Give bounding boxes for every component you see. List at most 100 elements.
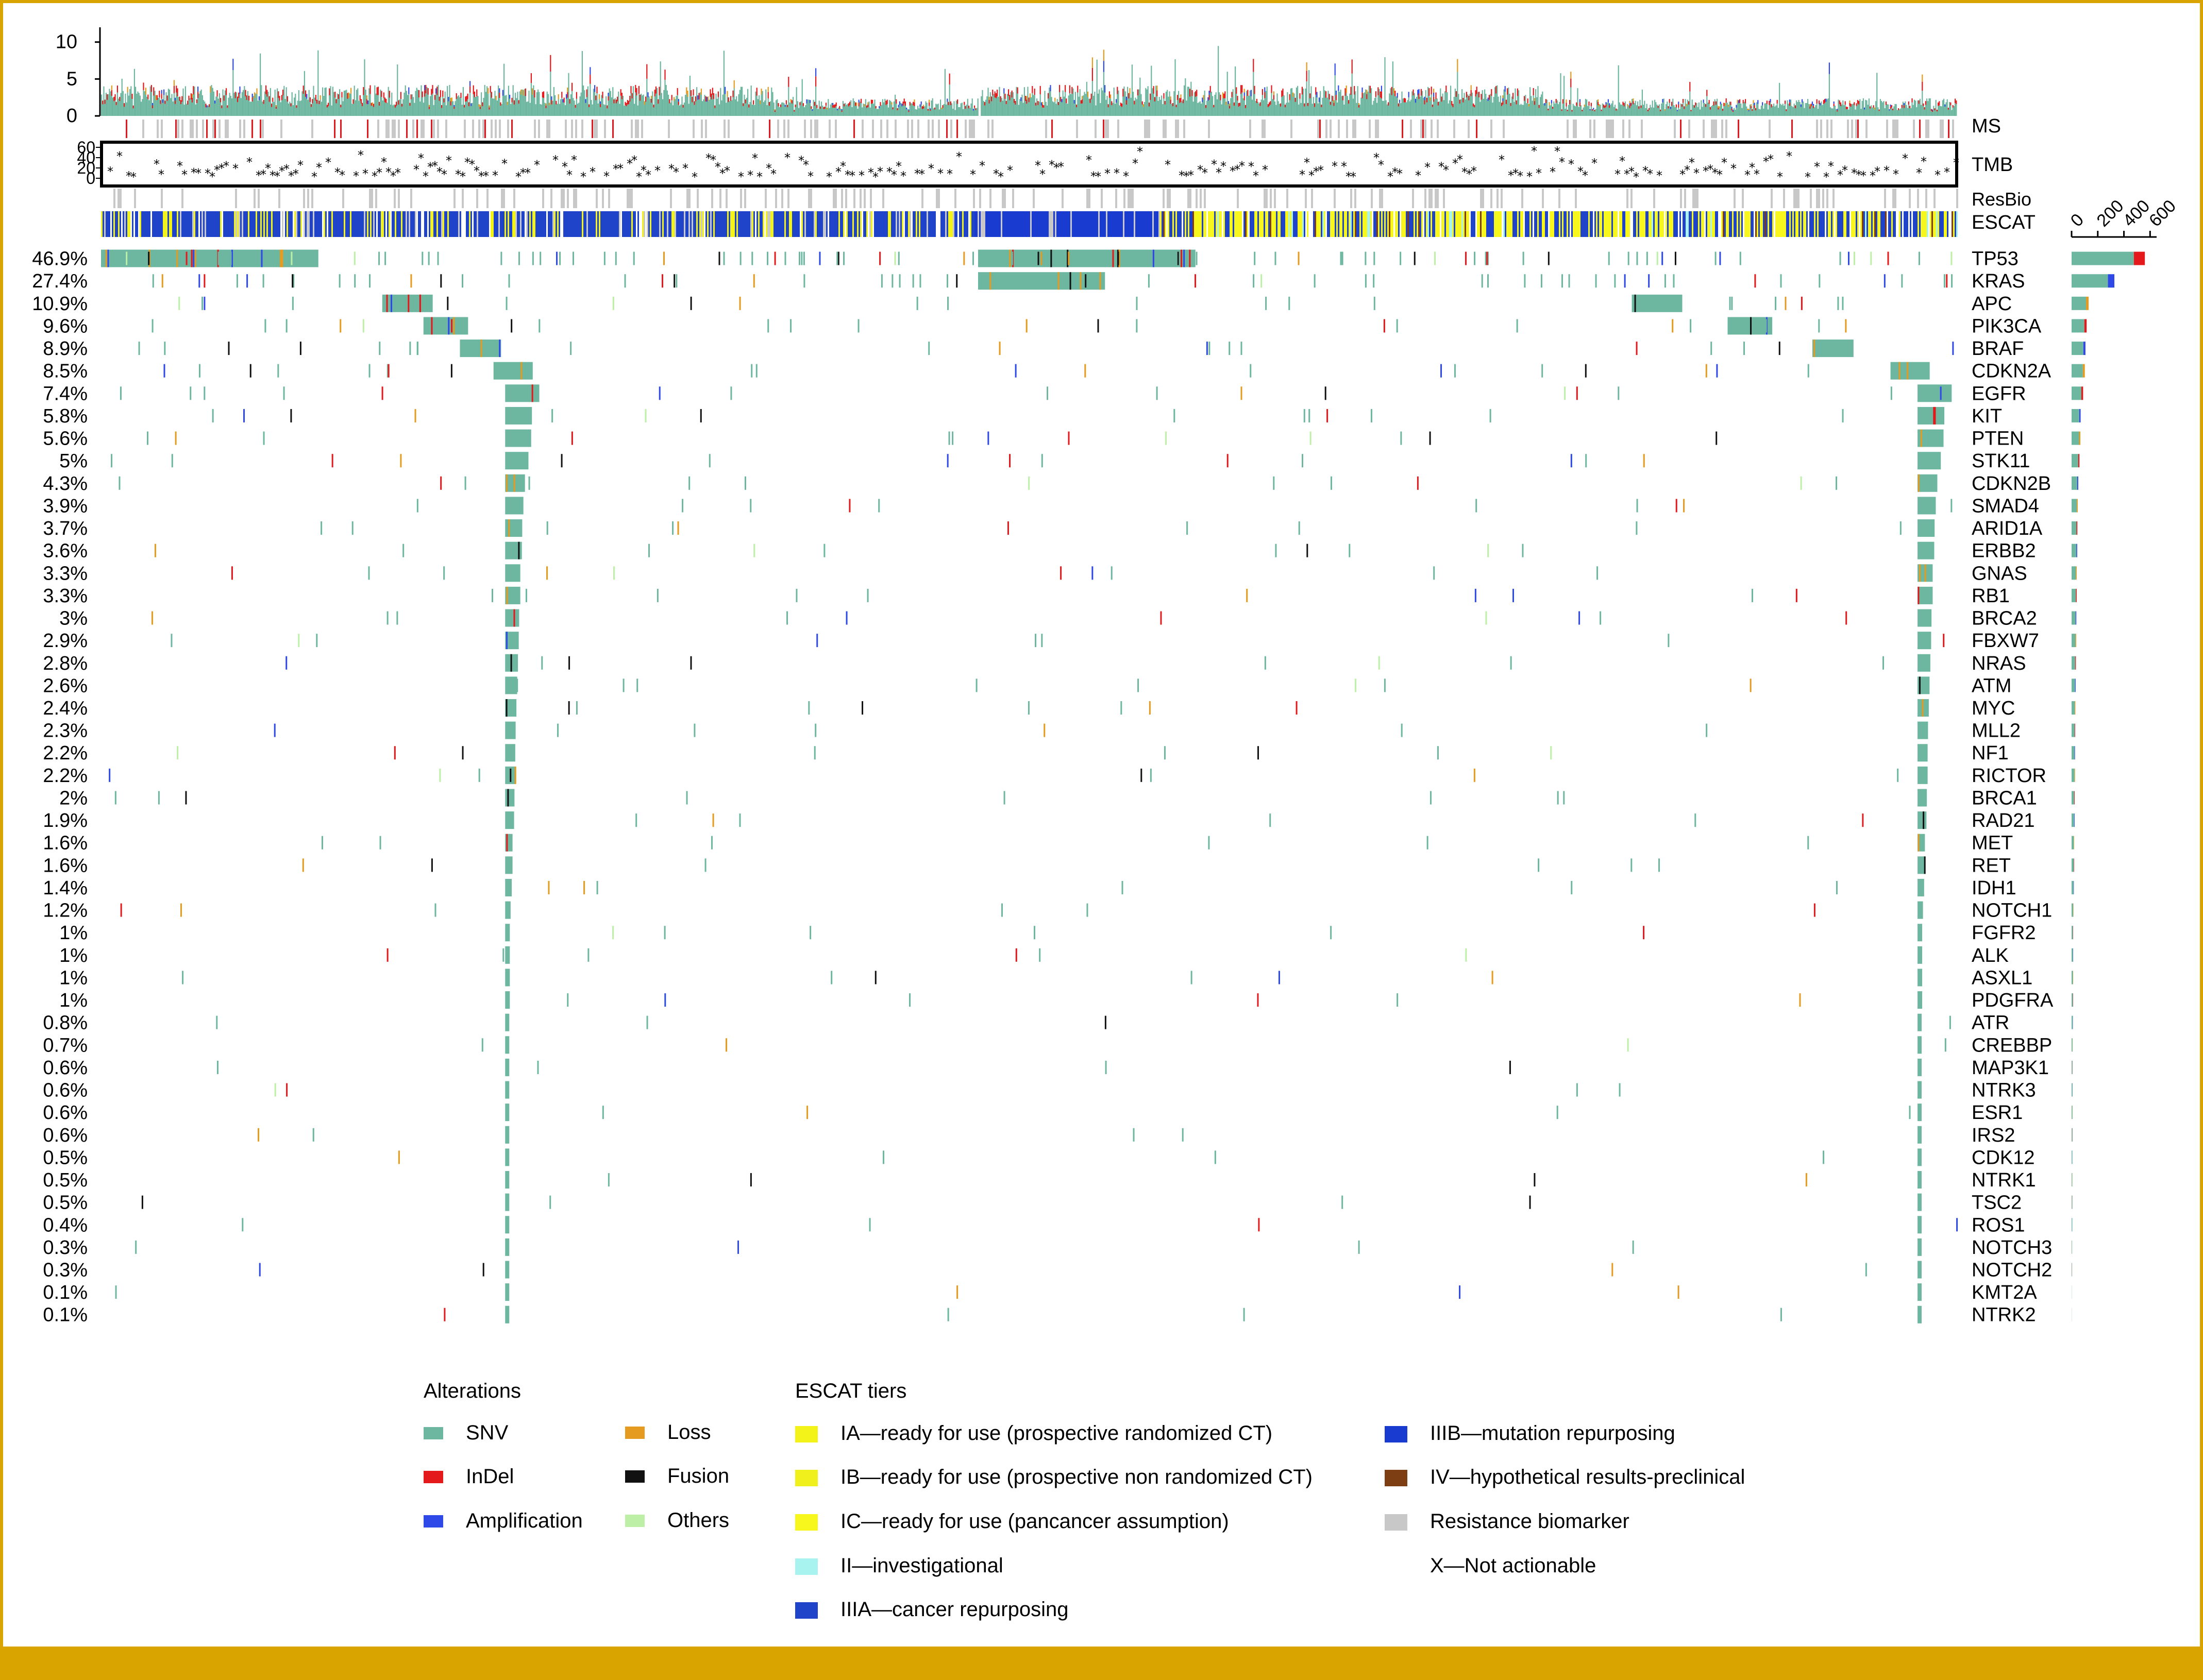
ms-cell (214, 120, 216, 138)
escat-cell (477, 211, 478, 237)
top-bar-segment (944, 69, 946, 116)
escat-cell (141, 211, 143, 237)
tmb-point: * (1318, 163, 1324, 178)
escat-cell (885, 211, 886, 237)
top-bar-segment (335, 99, 337, 104)
top-bar-segment (1138, 89, 1140, 116)
resbio-cell (1381, 189, 1383, 208)
escat-cell (1123, 211, 1124, 237)
escat-cell (290, 211, 291, 237)
escat-cell (690, 211, 692, 237)
top-bar-segment (1006, 94, 1008, 116)
top-bar-segment (475, 97, 477, 116)
top-bar-segment (323, 96, 325, 116)
top-bar-segment (479, 105, 481, 107)
top-bar-segment (1154, 97, 1155, 101)
alteration-cell (879, 251, 881, 265)
escat-cell (535, 211, 537, 237)
escat-cell (1565, 211, 1567, 237)
top-bar-segment (184, 86, 186, 116)
top-bar-segment (317, 50, 319, 116)
ms-cell (724, 120, 726, 138)
top-bar-segment (988, 103, 990, 116)
escat-cell (341, 211, 342, 237)
escat-cell (1299, 211, 1301, 237)
tmb-point: * (891, 168, 897, 182)
tmb-point: * (1536, 166, 1542, 180)
top-bar-segment (1891, 107, 1892, 116)
alteration-cell (1933, 406, 1935, 425)
top-bar-segment (1110, 94, 1112, 99)
top-bar-segment (1129, 94, 1131, 116)
escat-cell (897, 211, 899, 237)
tmb-point: * (1689, 156, 1695, 170)
top-bar-segment (368, 88, 370, 116)
resbio-cell (1884, 189, 1886, 208)
ms-cell (1468, 120, 1470, 138)
top-bar-segment (1551, 100, 1552, 104)
escat-cell (996, 211, 998, 237)
top-bar-segment (1528, 104, 1529, 107)
alteration-cell (862, 701, 864, 715)
alteration-cell (548, 880, 550, 894)
ms-cell (1290, 120, 1292, 138)
escat-cell (1369, 211, 1370, 237)
top-bar-segment (704, 95, 705, 116)
escat-cell (1112, 211, 1114, 237)
top-bar-segment (348, 98, 349, 116)
top-bar-segment (600, 101, 601, 104)
top-bar-segment (1857, 104, 1858, 116)
top-bar-segment (861, 98, 862, 104)
top-bar-segment (1202, 102, 1203, 116)
alteration-cell (1807, 364, 1809, 378)
top-bar-segment (1057, 105, 1059, 116)
escat-cell (419, 211, 421, 237)
top-bar-segment (1026, 96, 1028, 100)
top-bar-segment (1510, 103, 1511, 106)
alteration-cell (299, 342, 301, 355)
tmb-point: * (738, 170, 744, 184)
top-bar-segment (1425, 90, 1426, 116)
escat-cell (1157, 211, 1158, 237)
escat-cell (172, 211, 174, 237)
top-bar-segment (1729, 101, 1730, 116)
escat-cell (766, 211, 767, 237)
top-bar-segment (856, 103, 857, 106)
top-bar-segment (1439, 101, 1440, 116)
escat-cell (1511, 211, 1512, 237)
top-bar-segment (507, 105, 508, 116)
top-bar-segment (1256, 98, 1257, 104)
escat-cell (1585, 211, 1587, 237)
top-bar-segment (490, 86, 491, 93)
alteration-cell (803, 274, 805, 288)
top-bar-segment (534, 90, 535, 98)
top-bar-segment (1441, 101, 1442, 116)
alteration-cell (186, 251, 188, 265)
escat-cell (1836, 211, 1837, 237)
top-bar-segment (608, 96, 609, 101)
escat-cell (1372, 211, 1373, 237)
top-bar-segment (740, 87, 742, 116)
alteration-block (1918, 474, 1938, 492)
top-bar-segment (1688, 101, 1690, 105)
tmb-point: * (1730, 161, 1737, 176)
escat-cell (855, 211, 857, 237)
top-bar-segment (116, 92, 118, 116)
top-bar-segment (1451, 100, 1453, 106)
alteration-cell (1009, 249, 1011, 267)
alteration-block (505, 497, 524, 515)
top-bar-segment (1630, 106, 1632, 116)
alteration-cell (422, 251, 424, 265)
escat-cell (302, 211, 304, 237)
escat-cell (710, 211, 712, 237)
alteration-cell (185, 791, 187, 805)
alteration-cell (1400, 251, 1402, 265)
escat-cell (1038, 211, 1039, 237)
top-bar-segment (1819, 100, 1820, 105)
alteration-block (1918, 811, 1927, 829)
top-bar-segment (309, 97, 311, 102)
alteration-cell (259, 1263, 261, 1277)
top-bar-segment (469, 86, 471, 93)
top-bar-segment (998, 96, 999, 116)
escat-cell (543, 211, 545, 237)
